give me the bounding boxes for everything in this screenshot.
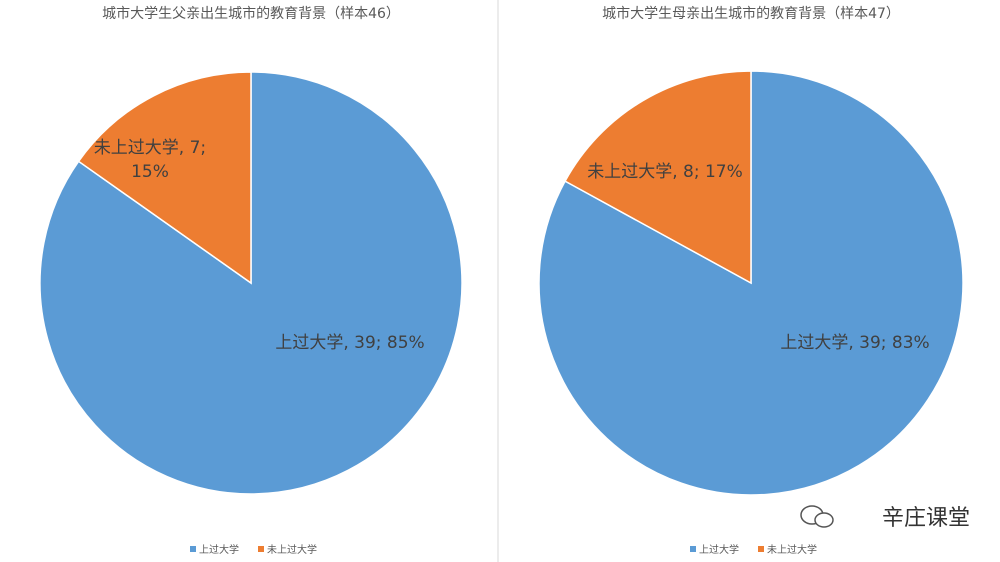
data-label: 未上过大学, 7; 15% xyxy=(93,138,207,182)
chart-title: 城市大学生父亲出生城市的教育背景（样本46） xyxy=(102,5,400,22)
data-label: 未上过大学, 8; 17% xyxy=(587,162,743,182)
pie-slice xyxy=(77,71,252,285)
watermark-icon xyxy=(800,505,834,528)
legend-label: 未上过大学 xyxy=(767,543,817,556)
legend-label: 上过大学 xyxy=(699,543,739,556)
chart-title: 城市大学生母亲出生城市的教育背景（样本47） xyxy=(602,5,900,22)
pie-slice xyxy=(538,70,964,496)
legend-label: 上过大学 xyxy=(199,543,239,556)
pie-slice xyxy=(564,70,752,285)
legend-swatch xyxy=(690,546,696,552)
data-label: 上过大学, 39; 85% xyxy=(275,333,425,353)
legend-swatch xyxy=(758,546,764,552)
watermark: 辛庄课堂 xyxy=(881,506,970,531)
legend-swatch xyxy=(258,546,264,552)
data-label: 上过大学, 39; 83% xyxy=(780,333,930,353)
legend-swatch xyxy=(190,546,196,552)
legend-label: 未上过大学 xyxy=(267,543,317,556)
